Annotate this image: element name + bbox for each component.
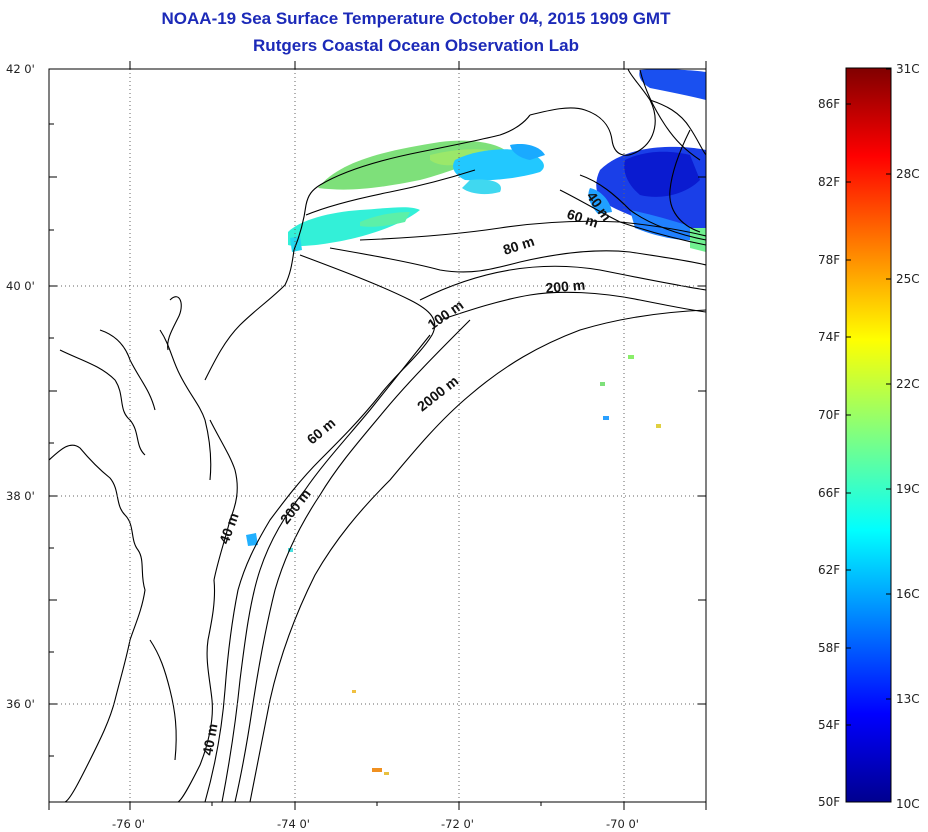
colorbar-f-label: 86F xyxy=(818,97,840,111)
map-subtitle: Rutgers Coastal Ocean Observation Lab xyxy=(253,36,579,55)
contour-label: 2000 m xyxy=(414,373,461,415)
colorbar-f-label: 70F xyxy=(818,408,840,422)
contour-label: 40 m xyxy=(199,722,220,756)
sst-data-layer xyxy=(246,69,706,775)
colorbar-f-label: 50F xyxy=(818,795,840,809)
colorbar-f-label: 54F xyxy=(818,718,840,732)
colorbar-c-label: 25C xyxy=(896,272,920,286)
coastline-layer xyxy=(49,69,706,802)
lon-tick-label: -74 0' xyxy=(277,817,310,831)
colorbar-f-label: 66F xyxy=(818,486,840,500)
colorbar-c-label: 19C xyxy=(896,482,920,496)
contour-label: 100 m xyxy=(425,297,467,333)
colorbar-gradient xyxy=(845,67,892,803)
graticule xyxy=(49,69,706,802)
colorbar-c-labels: 31C 28C 25C 22C 19C 16C 13C 10C xyxy=(896,62,920,811)
contour-label: 200 m xyxy=(277,486,314,527)
colorbar-f-label: 58F xyxy=(818,641,840,655)
lon-tick-label: -76 0' xyxy=(112,817,145,831)
colorbar-c-label: 31C xyxy=(896,62,920,76)
lat-tick-label: 40 0' xyxy=(6,279,35,293)
lat-tick-label: 42 0' xyxy=(6,62,35,76)
contour-label: 80 m xyxy=(501,233,536,258)
contour-label: 40 m xyxy=(216,511,242,546)
colorbar-f-labels: 86F 82F 78F 74F 70F 66F 62F 58F 54F 50F xyxy=(818,97,840,809)
lon-tick-label: -70 0' xyxy=(606,817,639,831)
lat-tick-label: 38 0' xyxy=(6,489,35,503)
tick-marks xyxy=(48,61,707,810)
contour-label: 60 m xyxy=(304,415,339,448)
colorbar-c-label: 22C xyxy=(896,377,920,391)
lat-tick-label: 36 0' xyxy=(6,697,35,711)
colorbar-ticks xyxy=(846,68,891,726)
colorbar-f-label: 62F xyxy=(818,563,840,577)
colorbar-c-label: 13C xyxy=(896,692,920,706)
lat-tick-labels: 42 0' 40 0' 38 0' 36 0' xyxy=(6,62,35,711)
colorbar-c-label: 16C xyxy=(896,587,920,601)
colorbar-c-label: 28C xyxy=(896,167,920,181)
contour-labels: 40 m 60 m 80 m 200 m 100 m 2000 m 60 m 4… xyxy=(199,189,615,757)
lon-tick-label: -72 0' xyxy=(441,817,474,831)
map-title: NOAA-19 Sea Surface Temperature October … xyxy=(161,9,671,28)
colorbar-f-label: 78F xyxy=(818,253,840,267)
lon-tick-labels: -76 0' -74 0' -72 0' -70 0' xyxy=(112,817,639,831)
colorbar: 86F 82F 78F 74F 70F 66F 62F 58F 54F 50F … xyxy=(818,62,920,811)
colorbar-f-label: 74F xyxy=(818,330,840,344)
colorbar-c-label: 10C xyxy=(896,797,920,811)
colorbar-f-label: 82F xyxy=(818,175,840,189)
